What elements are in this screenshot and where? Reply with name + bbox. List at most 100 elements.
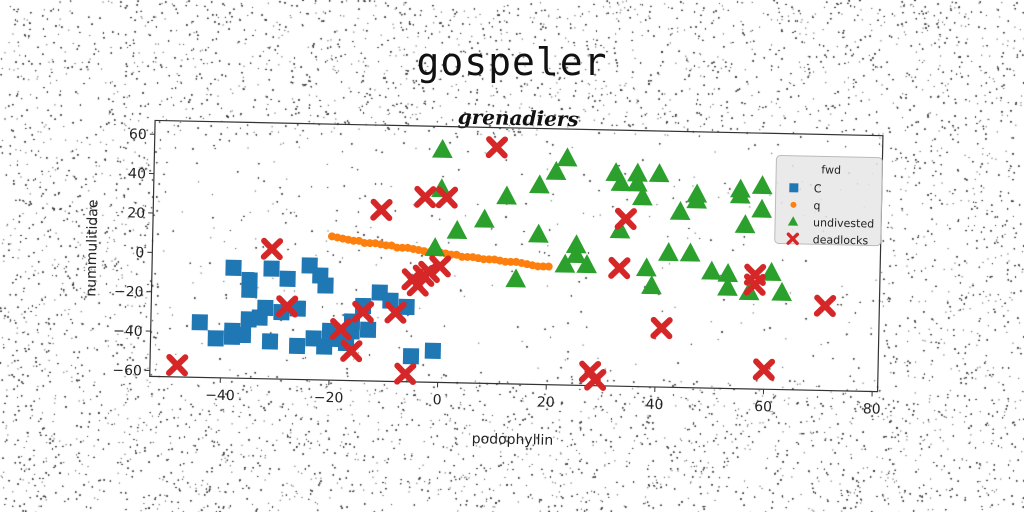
x-stroke xyxy=(351,301,375,323)
data-point xyxy=(263,260,280,277)
data-point xyxy=(207,330,224,347)
x-stroke xyxy=(614,208,637,230)
data-point xyxy=(191,314,208,331)
x-stroke xyxy=(435,186,459,209)
legend-label: C xyxy=(814,182,822,195)
data-point xyxy=(279,270,296,287)
data-point xyxy=(474,254,483,263)
x-tick-label: 40 xyxy=(645,397,663,413)
data-point xyxy=(344,235,353,244)
y-tick-label: 40 xyxy=(128,166,146,182)
data-point xyxy=(556,147,578,167)
data-point xyxy=(658,242,679,262)
x-stroke xyxy=(401,268,424,291)
x-tick-label: 20 xyxy=(537,394,555,410)
legend-title: fwd xyxy=(821,163,841,176)
data-point xyxy=(528,261,537,270)
data-point xyxy=(417,260,441,284)
data-point xyxy=(760,261,782,282)
data-point xyxy=(424,342,442,359)
x-stroke xyxy=(329,318,353,340)
data-point xyxy=(632,186,653,206)
legend-item: C xyxy=(789,182,822,195)
legend-item: q xyxy=(790,199,821,212)
data-point xyxy=(496,185,517,205)
x-stroke xyxy=(650,317,673,339)
data-point xyxy=(165,353,189,377)
data-point xyxy=(485,255,494,264)
legend-label: undivested xyxy=(813,216,874,230)
data-point xyxy=(734,214,756,234)
x-stroke xyxy=(414,186,437,208)
data-point xyxy=(333,233,342,242)
data-point xyxy=(431,138,453,158)
data-point xyxy=(743,273,766,296)
page-title: gospeler xyxy=(416,40,608,84)
data-point xyxy=(539,262,548,271)
x-axis-ticks: −40 −20 0 20 40 60 80 xyxy=(205,377,881,418)
data-point xyxy=(554,253,576,273)
data-point xyxy=(275,295,299,318)
data-point xyxy=(565,234,587,254)
x-stroke xyxy=(584,368,607,391)
x-stroke xyxy=(608,257,631,279)
x-stroke xyxy=(428,255,452,278)
data-point xyxy=(370,198,393,222)
data-point xyxy=(529,174,550,194)
data-point xyxy=(446,219,468,240)
data-point xyxy=(641,275,662,295)
data-point xyxy=(288,337,306,355)
data-point xyxy=(686,183,708,203)
data-point xyxy=(787,216,799,226)
data-point xyxy=(505,268,527,288)
data-point xyxy=(717,276,738,296)
data-point xyxy=(635,257,657,277)
data-point xyxy=(402,348,420,365)
y-tick-label: −20 xyxy=(114,284,144,301)
y-tick-label: −60 xyxy=(112,363,142,380)
x-tick-label: 80 xyxy=(863,401,881,417)
x-stroke xyxy=(340,340,363,362)
data-point xyxy=(409,244,418,253)
data-point xyxy=(414,185,437,209)
data-point xyxy=(317,277,334,294)
x-stroke xyxy=(417,261,441,283)
data-point xyxy=(376,240,385,249)
data-point xyxy=(329,318,353,341)
legend-item: undivested xyxy=(787,216,874,231)
x-tick-label: 0 xyxy=(433,392,442,408)
data-point xyxy=(614,207,637,231)
x-stroke xyxy=(384,301,407,324)
data-point xyxy=(495,256,504,265)
data-point xyxy=(679,242,701,262)
data-point xyxy=(751,175,773,195)
x-axis-label: podophyllin xyxy=(472,431,554,449)
data-point xyxy=(506,257,515,266)
data-point xyxy=(251,309,268,326)
data-point xyxy=(359,321,377,338)
data-point xyxy=(424,237,446,257)
y-tick-label: 0 xyxy=(135,245,144,261)
data-point xyxy=(394,362,417,386)
legend: fwd Cq undivested deadlocks xyxy=(774,155,883,247)
data-point xyxy=(485,136,509,159)
data-point xyxy=(771,281,793,301)
x-stroke xyxy=(275,295,299,318)
x-stroke xyxy=(260,238,284,260)
y-axis-label: nummulitidae xyxy=(83,199,101,296)
legend-box xyxy=(774,155,883,247)
x-tick-label: 60 xyxy=(754,399,772,415)
data-point xyxy=(387,241,396,250)
data-point xyxy=(627,162,648,182)
legend-items: Cq undivested deadlocks xyxy=(786,182,874,247)
data-point xyxy=(452,250,461,259)
x-tick-label: −40 xyxy=(205,388,235,405)
plot-frame xyxy=(149,119,884,393)
data-point xyxy=(608,256,631,280)
data-point xyxy=(355,236,364,245)
data-point xyxy=(428,255,452,278)
series-deadlocks xyxy=(165,136,837,391)
data-point xyxy=(790,201,797,208)
data-point xyxy=(305,330,322,347)
